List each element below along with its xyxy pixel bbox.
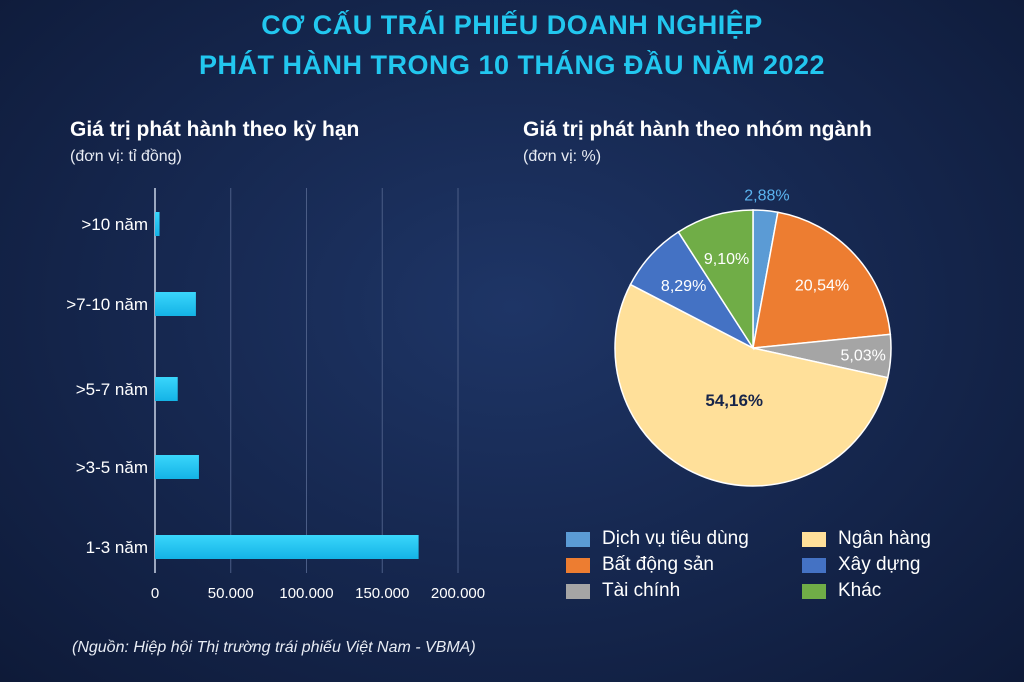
bar-chart: 0 50.000 100.000 150.000 200.000 >10 năm >7-10…: [66, 188, 485, 602]
bar: [155, 535, 419, 559]
y-category-label: >3-5 năm: [76, 458, 148, 477]
legend-item: Bất động sản: [566, 554, 714, 576]
legend-swatch: [566, 583, 590, 599]
y-category-label: >10 năm: [81, 215, 148, 234]
legend-label: Bất động sản: [602, 554, 714, 575]
legend-item: Tài chính: [566, 580, 680, 602]
pie-data-label: 2,88%: [744, 188, 789, 205]
x-tick-label: 0: [151, 585, 159, 602]
bar: [155, 377, 178, 401]
pie-slice: [752, 211, 892, 349]
pie-data-label: 8,29%: [661, 278, 706, 295]
pie-chart: 2,88% 20,54% 5,03% 54,16% 8,29% 9,10%: [614, 188, 892, 487]
bar-chart-unit: (đơn vị: tỉ đồng): [70, 148, 182, 165]
pie-data-label: 54,16%: [705, 391, 763, 410]
legend-label: Ngân hàng: [838, 528, 931, 549]
pie-chart-title: Giá trị phát hành theo nhóm ngành: [523, 118, 872, 141]
legend-swatch: [802, 531, 826, 547]
y-category-label: >5-7 năm: [76, 380, 148, 399]
source-note: (Nguồn: Hiệp hội Thị trường trái phiếu V…: [72, 639, 476, 656]
bar-chart-title: Giá trị phát hành theo kỳ hạn: [70, 118, 360, 141]
pie-chart-unit: (đơn vị: %): [523, 148, 602, 165]
legend-label: Khác: [838, 580, 882, 601]
bar: [155, 292, 196, 316]
x-tick-label: 200.000: [431, 585, 485, 602]
pie-data-label: 9,10%: [704, 251, 749, 268]
legend-swatch: [802, 557, 826, 573]
chart-title-line-2: PHÁT HÀNH TRONG 10 THÁNG ĐẦU NĂM 2022: [198, 50, 826, 80]
legend-item: Xây dựng: [802, 554, 920, 576]
pie-data-label: 5,03%: [841, 347, 886, 364]
x-tick-label: 50.000: [208, 585, 254, 602]
y-category-label: 1-3 năm: [86, 538, 148, 557]
legend-label: Xây dựng: [838, 554, 921, 575]
legend-label: Dịch vụ tiêu dùng: [602, 528, 749, 549]
legend-item: Khác: [802, 580, 881, 602]
x-tick-label: 150.000: [355, 585, 409, 602]
legend-swatch: [802, 583, 826, 599]
y-category-label: >7-10 năm: [66, 295, 148, 314]
x-tick-label: 100.000: [279, 585, 333, 602]
legend-swatch: [566, 557, 590, 573]
legend-label: Tài chính: [602, 580, 681, 601]
pie-slice: [614, 283, 889, 487]
bar: [155, 455, 199, 479]
legend-item: Dịch vụ tiêu dùng: [566, 528, 749, 550]
bar: [155, 212, 160, 236]
pie-data-label: 20,54%: [795, 277, 849, 294]
chart-title-line-1: CƠ CẤU TRÁI PHIẾU DOANH NGHIỆP: [261, 10, 763, 40]
pie-slice: [677, 209, 754, 351]
legend-item: Ngân hàng: [802, 528, 931, 550]
legend-swatch: [566, 531, 590, 547]
